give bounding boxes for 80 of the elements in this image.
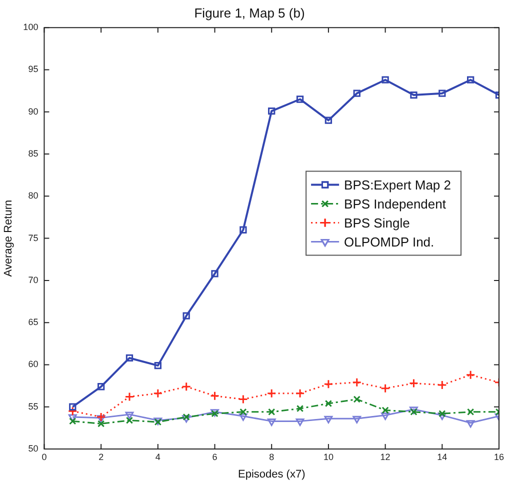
point xyxy=(268,408,276,416)
point xyxy=(240,408,247,416)
y-tick-label: 65 xyxy=(28,317,38,328)
point xyxy=(210,391,220,401)
x-tick-label: 2 xyxy=(98,452,104,462)
legend-label: BPS Single xyxy=(344,215,410,230)
y-tick-label: 95 xyxy=(28,64,38,74)
legend-label: OLPOMDP Ind. xyxy=(344,234,434,250)
point xyxy=(182,312,190,320)
point xyxy=(438,410,446,418)
point xyxy=(296,418,304,426)
y-tick-label: 60 xyxy=(28,359,38,370)
point xyxy=(381,412,390,420)
point xyxy=(466,370,476,380)
y-tick-label: 85 xyxy=(28,148,38,159)
point xyxy=(437,380,447,390)
point xyxy=(467,408,474,416)
legend-label: BPS:Expert Map 2 xyxy=(344,177,452,192)
point xyxy=(352,378,362,388)
point xyxy=(267,418,276,426)
point xyxy=(296,404,304,412)
x-tick-label: 8 xyxy=(269,452,274,462)
point xyxy=(380,384,390,394)
point xyxy=(154,362,162,370)
y-axis-title: Average Return xyxy=(2,200,15,277)
point xyxy=(438,412,446,420)
point xyxy=(69,403,76,410)
point xyxy=(410,91,418,99)
point xyxy=(96,415,106,423)
point xyxy=(97,420,105,428)
point xyxy=(126,354,134,362)
x-tick-label: 10 xyxy=(323,452,334,462)
y-tick-label: 55 xyxy=(28,401,38,412)
point xyxy=(295,388,305,398)
point xyxy=(324,116,332,124)
point xyxy=(296,96,304,103)
y-tick-label: 100 xyxy=(23,22,38,32)
point xyxy=(125,412,134,420)
point xyxy=(182,413,190,421)
point xyxy=(352,416,362,424)
y-tick-label: 70 xyxy=(28,274,38,285)
chart-title: Figure 1, Map 5 (b) xyxy=(194,5,305,20)
y-tick-label: 90 xyxy=(28,106,38,116)
point xyxy=(382,76,389,84)
point xyxy=(353,90,360,97)
x-tick-label: 14 xyxy=(437,452,448,462)
point xyxy=(124,392,134,402)
point xyxy=(68,406,78,416)
legend-label: BPS Independent xyxy=(344,196,446,212)
point xyxy=(353,396,360,403)
point xyxy=(211,270,218,278)
y-tick-label: 80 xyxy=(28,190,38,201)
point xyxy=(467,76,474,84)
point xyxy=(240,226,247,234)
point xyxy=(382,406,389,414)
y-tick-label: 75 xyxy=(28,232,38,243)
point xyxy=(126,416,134,424)
x-tick-label: 4 xyxy=(155,452,160,462)
point xyxy=(97,383,105,390)
y-tick-label: 50 xyxy=(28,443,38,454)
x-tick-label: 16 xyxy=(494,452,504,462)
x-tick-label: 6 xyxy=(212,452,218,462)
point xyxy=(324,379,334,389)
point xyxy=(438,90,446,97)
x-tick-label: 0 xyxy=(42,452,47,462)
x-tick-label: 12 xyxy=(380,452,390,462)
point xyxy=(238,394,248,404)
point xyxy=(69,418,76,425)
point xyxy=(266,388,276,398)
x-axis-title: Episodes (x7) xyxy=(238,468,306,480)
point xyxy=(96,412,106,422)
point xyxy=(466,420,475,428)
point xyxy=(182,382,192,392)
point xyxy=(68,414,77,422)
point xyxy=(324,416,333,424)
point xyxy=(238,413,248,421)
point xyxy=(268,107,276,115)
point xyxy=(408,378,418,388)
point xyxy=(153,388,163,398)
point xyxy=(324,400,332,408)
